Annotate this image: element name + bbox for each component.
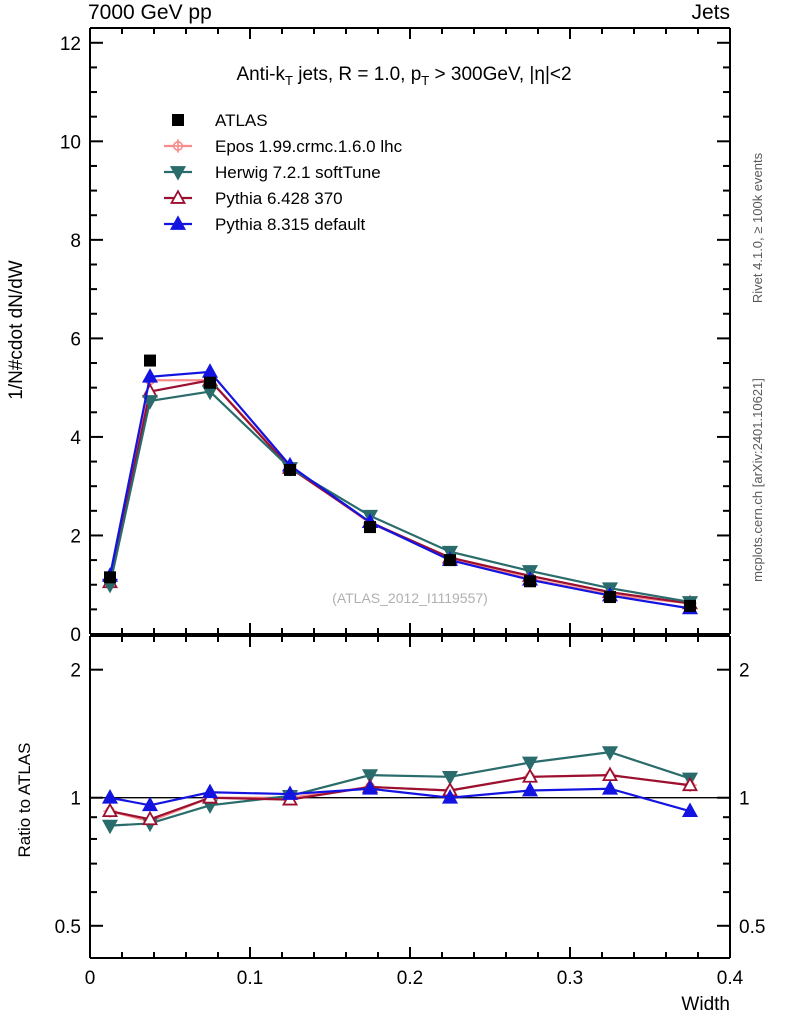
x-tick-label: 0 [85, 968, 96, 989]
data-point-marker [171, 139, 185, 153]
data-point-marker [681, 776, 699, 792]
series-pythia [101, 371, 699, 610]
header-left-label: 7000 GeV pp [88, 1, 212, 24]
ratio-y-tick-label-right: 1 [739, 789, 750, 810]
ratio-y-tick-label-right: 0.5 [739, 917, 765, 938]
legend-item: Herwig 7.2.1 softTune [164, 163, 381, 182]
data-point-marker [604, 591, 616, 604]
y-tick-label: 4 [70, 428, 81, 449]
y-tick-label: 0 [70, 625, 81, 646]
main-series-group [101, 354, 699, 615]
ratio-y-tick-label: 0.5 [55, 917, 81, 938]
main-panel-frame [89, 27, 731, 635]
ratio-y-tick-label: 2 [70, 661, 81, 682]
data-point-marker [684, 599, 696, 612]
series-herwig [101, 385, 699, 611]
data-point-marker [284, 463, 296, 476]
series-atlas [104, 354, 696, 612]
data-point-marker [201, 783, 219, 799]
y-tick-label: 2 [70, 526, 81, 547]
plot-title: Anti-kT jets, R = 1.0, pT > 300GeV, |η|<… [236, 64, 571, 88]
data-point-marker [524, 575, 536, 588]
data-point-marker [364, 521, 376, 534]
data-point-marker [101, 802, 119, 817]
ratio-panel-ticks [89, 636, 731, 958]
y-tick-label: 6 [70, 329, 81, 350]
main-panel-ticks [89, 28, 731, 635]
series-line [108, 390, 691, 604]
series-line [108, 379, 691, 605]
data-point-marker [101, 789, 119, 804]
data-point-marker [441, 789, 459, 804]
legend-item: Epos 1.99.crmc.1.6.0 lhc [164, 137, 403, 156]
data-point-marker [521, 781, 539, 797]
data-point-marker [144, 354, 156, 367]
main-y-tick-labels: 0 2 4 6 8 10 12 [60, 34, 82, 646]
series-line [108, 379, 691, 605]
data-point-marker [104, 571, 116, 584]
legend-label: Pythia 8.315 default [215, 215, 366, 234]
x-tick-labels: 0 0.1 0.2 0.3 0.4 [85, 968, 744, 989]
data-point-marker [204, 376, 216, 389]
data-point-marker [169, 189, 187, 204]
data-point-marker [201, 363, 219, 378]
data-point-marker [601, 780, 619, 795]
series-pythia [101, 363, 699, 615]
data-point-marker [441, 770, 459, 786]
data-point-marker [169, 166, 187, 181]
data-point-marker [521, 756, 539, 772]
data-point-marker [141, 810, 159, 826]
header-right-label: Jets [691, 1, 730, 24]
x-tick-label: 0.3 [557, 968, 583, 989]
analysis-watermark: (ATLAS_2012_I1119557) [332, 590, 488, 606]
y-tick-label: 8 [70, 231, 81, 252]
x-axis-label: Width [681, 994, 730, 1015]
data-point-marker [172, 114, 184, 126]
mcplots-source-label: mcplots.cern.ch [arXiv:2401.10621] [750, 378, 765, 582]
ratio-y-axis-label: Ratio to ATLAS [15, 743, 34, 858]
data-point-marker [361, 769, 379, 784]
legend-item: Pythia 6.428 370 [164, 189, 343, 208]
data-point-marker [141, 368, 159, 383]
data-point-marker [281, 785, 299, 800]
ratio-series-pythia [101, 780, 699, 817]
main-y-axis-label: 1/N#cdot dN/dW [6, 260, 27, 399]
x-tick-label: 0.1 [237, 968, 263, 989]
y-tick-label: 10 [60, 132, 81, 153]
legend-item: ATLAS [172, 111, 268, 130]
x-tick-label: 0.2 [397, 968, 423, 989]
data-point-marker [361, 780, 379, 795]
data-point-marker [101, 819, 119, 835]
data-point-marker [141, 395, 159, 410]
y-tick-label: 12 [60, 34, 81, 55]
legend-label: Epos 1.99.crmc.1.6.0 lhc [215, 137, 403, 156]
ratio-y-tick-labels: 0.5 0.5 1 1 2 2 [55, 661, 766, 938]
series-line [108, 370, 691, 610]
ratio-y-tick-label-right: 2 [739, 661, 750, 682]
legend-label: Pythia 6.428 370 [215, 189, 343, 208]
data-point-marker [141, 796, 159, 812]
legend: ATLAS Epos 1.99.crmc.1.6.0 lhc Herwig 7.2.… [164, 111, 403, 234]
rivet-version-label: Rivet 4.1.0, ≥ 100k events [750, 152, 765, 303]
data-point-marker [444, 554, 456, 567]
ratio-y-tick-label: 1 [70, 789, 81, 810]
data-point-marker [681, 802, 699, 817]
legend-item: Pythia 8.315 default [164, 215, 366, 234]
data-point-marker [521, 768, 539, 783]
legend-label: Herwig 7.2.1 softTune [215, 163, 381, 182]
series-line [109, 787, 691, 813]
x-tick-label: 0.4 [717, 968, 744, 989]
data-point-marker [601, 746, 619, 761]
series-epos [103, 373, 697, 611]
ratio-series-group [101, 746, 699, 835]
data-point-marker [169, 215, 187, 230]
legend-label: ATLAS [215, 111, 268, 130]
